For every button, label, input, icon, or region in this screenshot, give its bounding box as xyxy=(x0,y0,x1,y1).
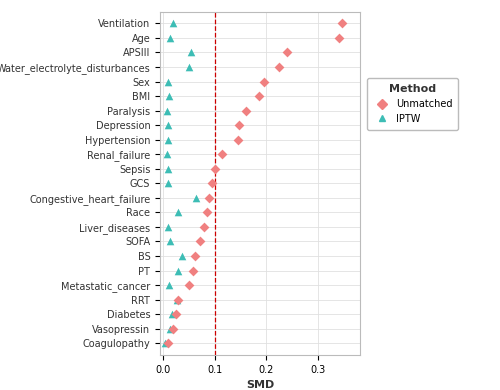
Point xyxy=(166,326,174,332)
Point xyxy=(166,35,174,41)
Point xyxy=(174,296,182,303)
Point xyxy=(163,151,171,157)
Legend: Unmatched, IPTW: Unmatched, IPTW xyxy=(367,78,458,130)
Point xyxy=(192,253,200,259)
Point xyxy=(164,136,172,143)
Point xyxy=(188,268,196,274)
Point xyxy=(276,64,283,70)
X-axis label: SMD: SMD xyxy=(246,380,274,390)
Point xyxy=(164,78,172,85)
Point xyxy=(242,108,250,114)
Point xyxy=(174,209,182,216)
Point xyxy=(338,20,346,27)
Point xyxy=(166,238,174,245)
Point xyxy=(200,224,208,230)
Point xyxy=(164,180,172,186)
Point xyxy=(236,122,244,128)
Point xyxy=(169,326,177,332)
Point xyxy=(260,78,268,85)
Point xyxy=(164,122,172,128)
Point xyxy=(254,93,262,99)
Point xyxy=(184,64,192,70)
Point xyxy=(165,282,173,288)
Point xyxy=(163,108,171,114)
Point xyxy=(335,35,343,41)
Point xyxy=(164,340,172,346)
Point xyxy=(187,49,195,55)
Point xyxy=(169,20,177,27)
Point xyxy=(165,93,173,99)
Point xyxy=(218,151,226,157)
Point xyxy=(206,195,214,201)
Point xyxy=(174,268,182,274)
Point xyxy=(284,49,292,55)
Point xyxy=(208,180,216,186)
Point xyxy=(164,166,172,172)
Point xyxy=(184,282,192,288)
Point xyxy=(168,311,176,317)
Point xyxy=(172,311,179,317)
Point xyxy=(210,166,218,172)
Point xyxy=(178,253,186,259)
Point xyxy=(164,224,172,230)
Point xyxy=(196,238,204,245)
Point xyxy=(234,136,242,143)
Point xyxy=(173,296,181,303)
Point xyxy=(203,209,211,216)
Point xyxy=(192,195,200,201)
Point xyxy=(161,340,169,346)
